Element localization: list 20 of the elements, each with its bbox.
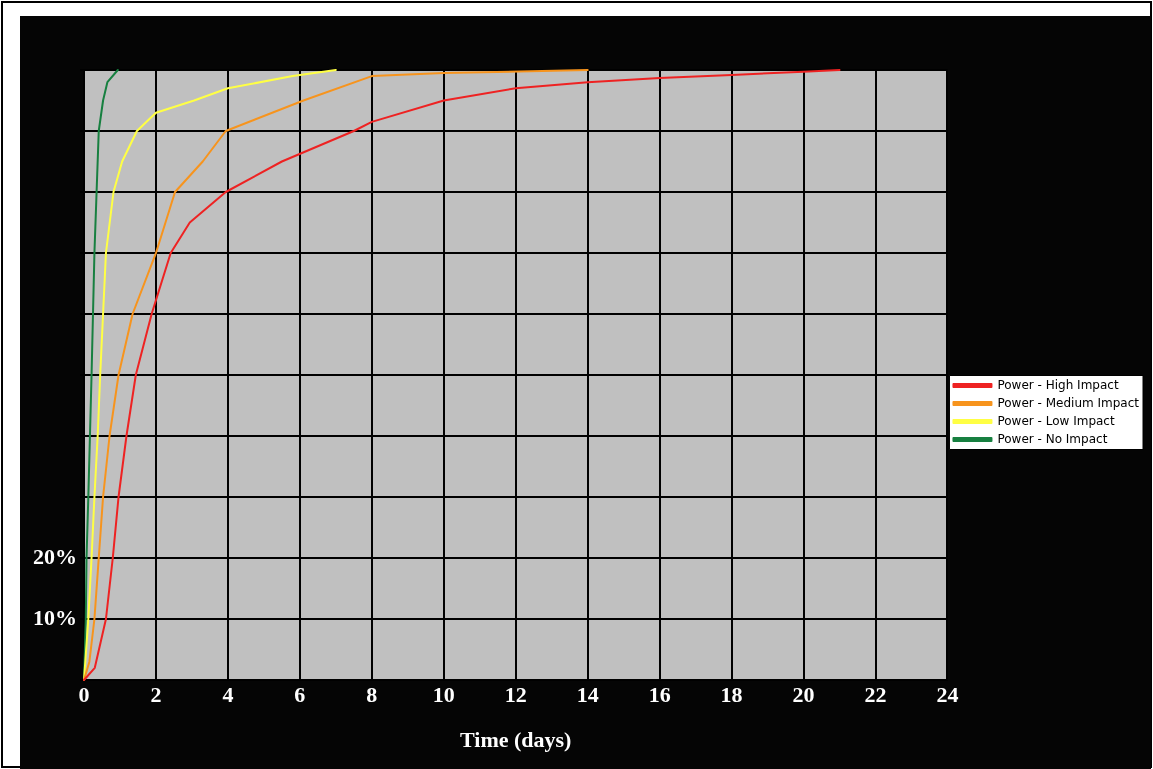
x-tick-label: 12 (504, 681, 527, 707)
x-tick-label: 10 (432, 681, 455, 707)
x-tick-label: 2 (150, 681, 162, 707)
legend-label: Power - Low Impact (997, 413, 1115, 428)
x-tick-label: 20 (792, 681, 815, 707)
legend-label: Power - High Impact (997, 377, 1119, 392)
legend-label: Power - No Impact (997, 431, 1108, 446)
x-tick-label: 6 (294, 681, 306, 707)
x-tick-label: 0 (78, 681, 90, 707)
x-tick-label: 14 (576, 681, 599, 707)
y-tick-label: 10% (33, 604, 77, 630)
x-tick-label: 8 (366, 681, 378, 707)
x-tick-label: 18 (720, 681, 743, 707)
x-tick-label: 22 (864, 681, 887, 707)
x-tick-label: 4 (222, 681, 234, 707)
x-tick-label: 24 (936, 681, 959, 707)
y-tick-label: 20% (33, 543, 77, 569)
x-tick-label: 16 (648, 681, 671, 707)
legend-label: Power - Medium Impact (997, 395, 1140, 410)
x-axis-title: Time (days) (460, 727, 572, 753)
